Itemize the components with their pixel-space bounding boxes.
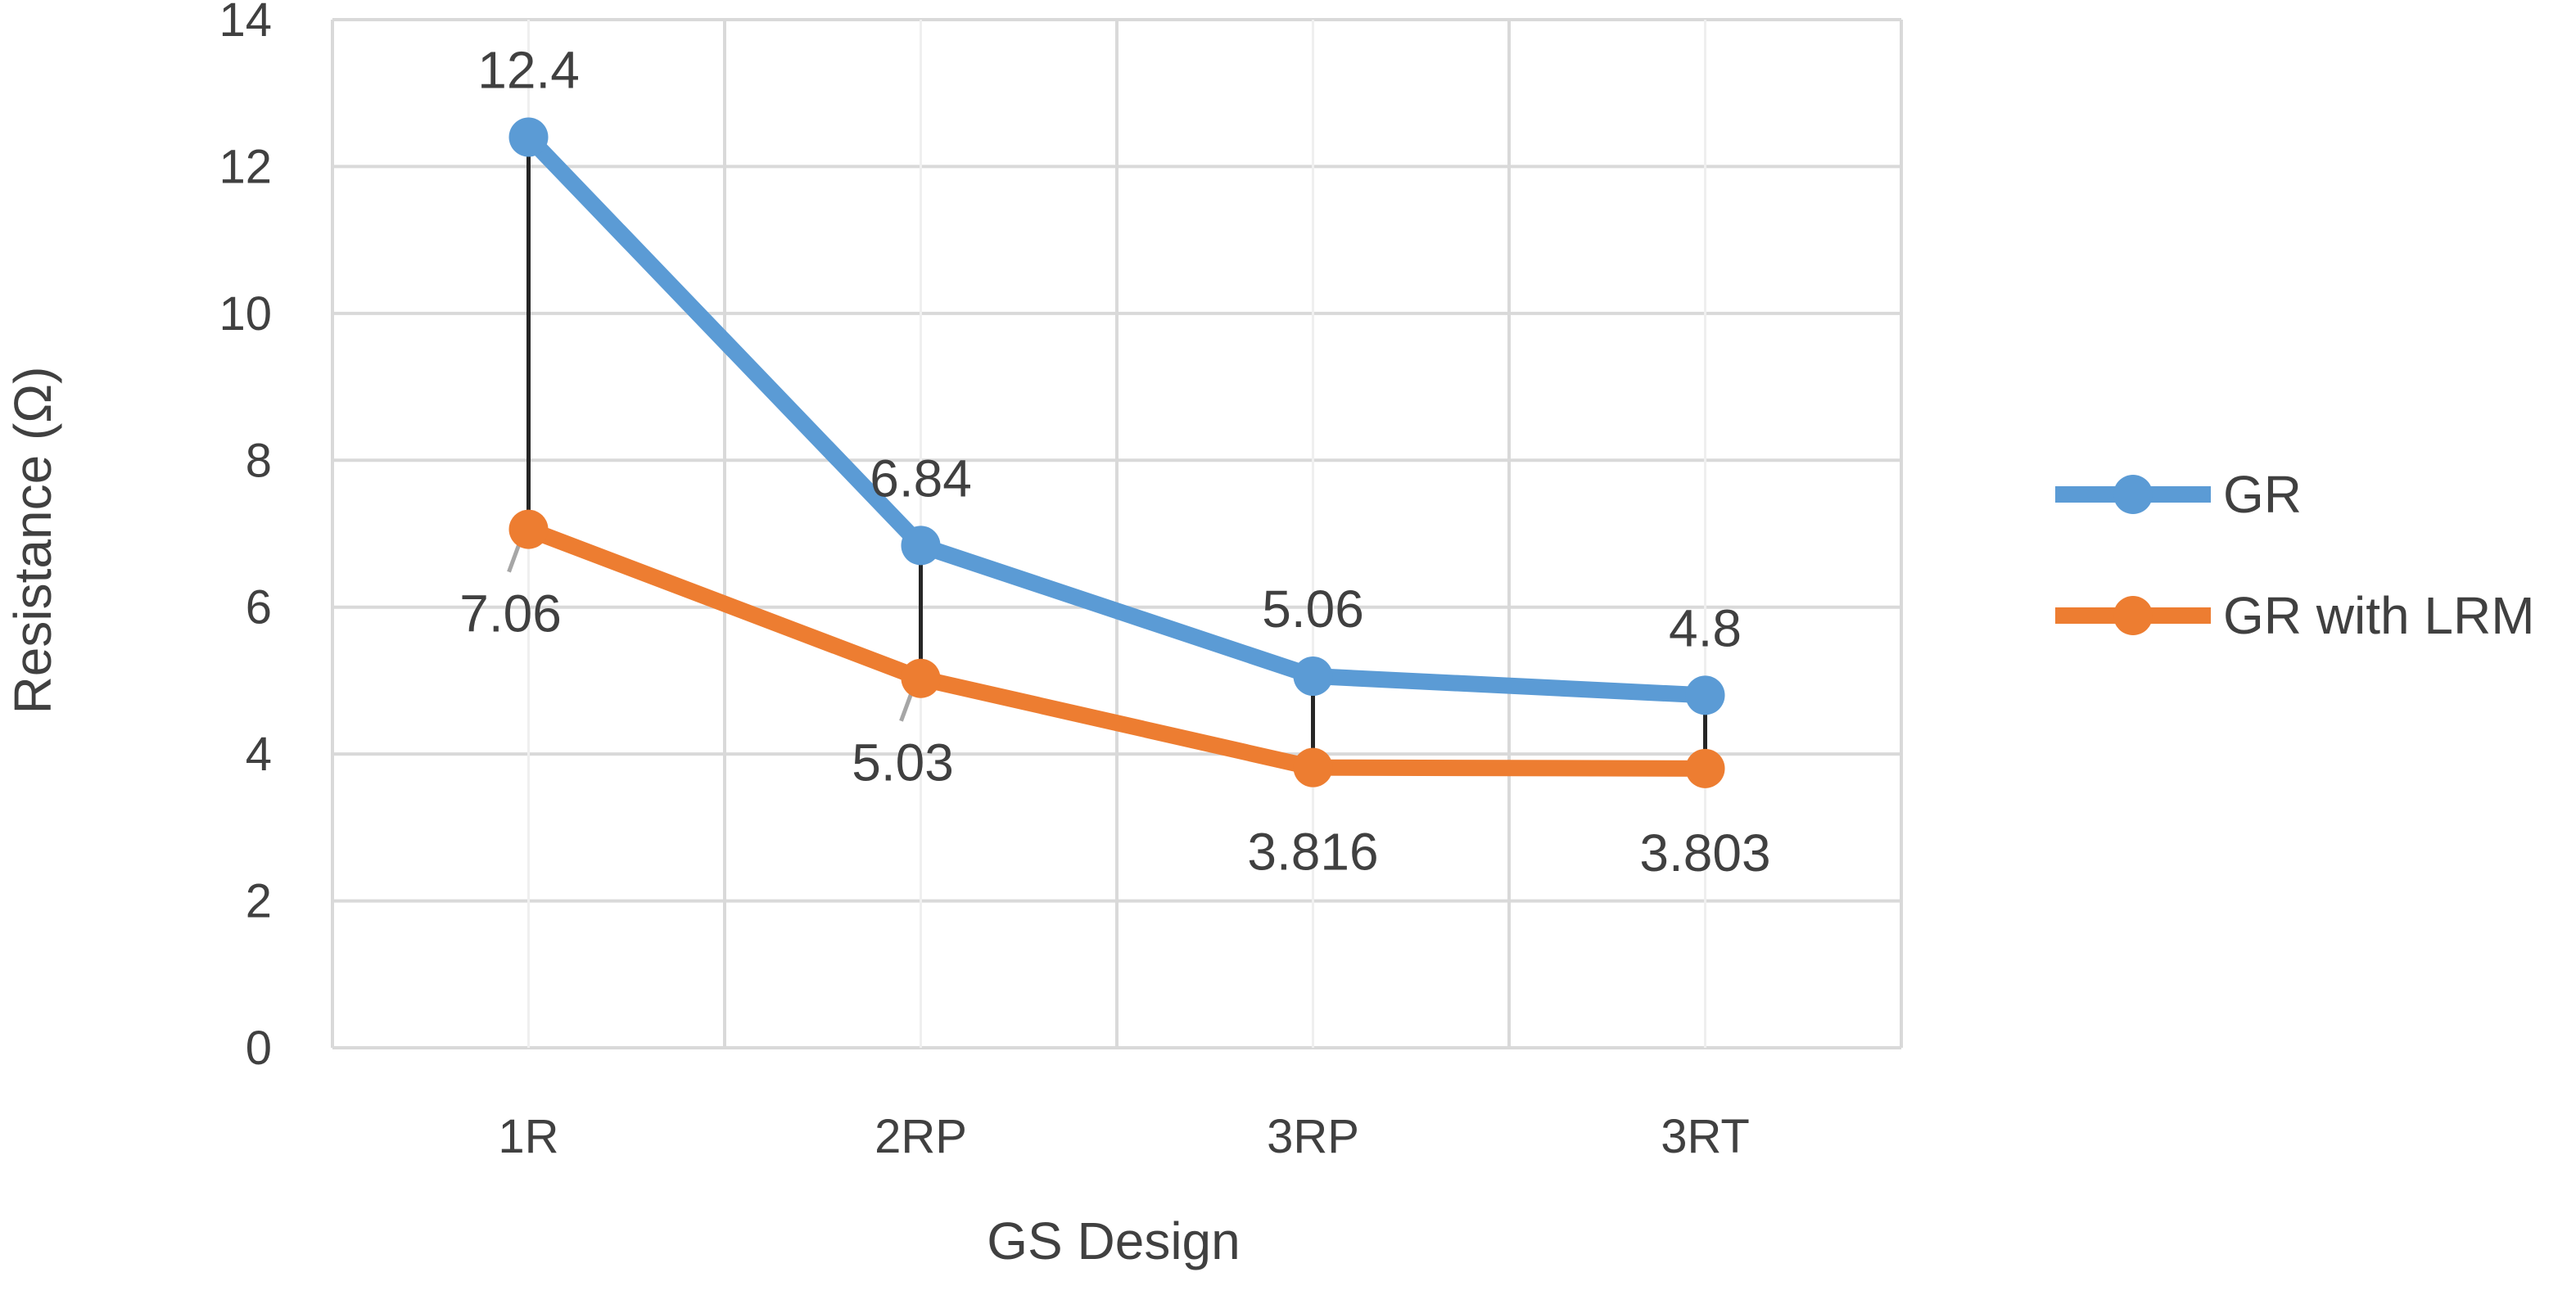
x-axis-ticks: 1R 2RP 3RP 3RT [498,1110,1749,1163]
series-line-0 [520,129,1714,704]
legend-label-gr: GR [2223,465,2302,524]
series-line-1 [520,521,1714,777]
y-tick-label-14: 14 [219,0,272,47]
series-lines [520,129,1714,777]
x-tick-label-1R: 1R [498,1110,558,1163]
data-label-gr-with-lrm-1R: 7.06 [459,584,562,643]
x-tick-label-3RT: 3RT [1661,1110,1750,1163]
y-axis-ticks: 0 2 4 6 8 10 12 14 [219,0,272,1075]
series-points [508,117,1725,788]
label-leader-lines [507,539,915,722]
data-label-gr-2RP: 6.84 [870,449,972,508]
y-tick-label-10: 10 [219,287,272,341]
x-tick-label-2RP: 2RP [874,1110,967,1163]
legend-marker-gr-with-lrm [2113,596,2153,635]
y-tick-label-2: 2 [246,875,272,928]
y-tick-label-4: 4 [246,728,272,781]
point-s0-3RP [1293,657,1333,697]
y-tick-label-8: 8 [246,434,272,487]
point-s1-2RP [901,658,941,698]
point-s0-3RT [1685,675,1725,715]
data-label-gr-with-lrm-3RP: 3.816 [1247,823,1378,882]
data-label-gr-with-lrm-2RP: 5.03 [852,733,954,792]
x-tick-label-3RP: 3RP [1267,1110,1359,1163]
legend-item-gr: GR [2055,465,2302,524]
data-label-gr-1R: 12.4 [477,41,580,100]
y-axis-title: Resistance (Ω) [3,367,62,715]
point-s1-1R [508,509,549,549]
data-label-gr-3RT: 4.8 [1669,598,1742,657]
data-label-gr-with-lrm-3RT: 3.803 [1639,823,1770,882]
data-labels: 12.4 6.84 5.06 4.8 7.06 5.03 3.816 3.803 [459,41,1770,882]
y-tick-label-12: 12 [219,140,272,193]
x-axis-title: GS Design [987,1212,1240,1270]
point-s0-2RP [901,526,941,566]
y-tick-label-6: 6 [246,581,272,634]
point-s0-1R [508,117,549,157]
data-label-gr-3RP: 5.06 [1262,580,1364,638]
legend-marker-gr [2113,475,2153,514]
legend-item-gr-with-lrm: GR with LRM [2055,586,2535,645]
y-tick-label-0: 0 [246,1022,272,1075]
legend-label-gr-with-lrm: GR with LRM [2223,586,2535,645]
legend: GR GR with LRM [2055,465,2535,645]
point-s1-3RP [1293,747,1333,787]
point-s1-3RT [1685,748,1725,788]
